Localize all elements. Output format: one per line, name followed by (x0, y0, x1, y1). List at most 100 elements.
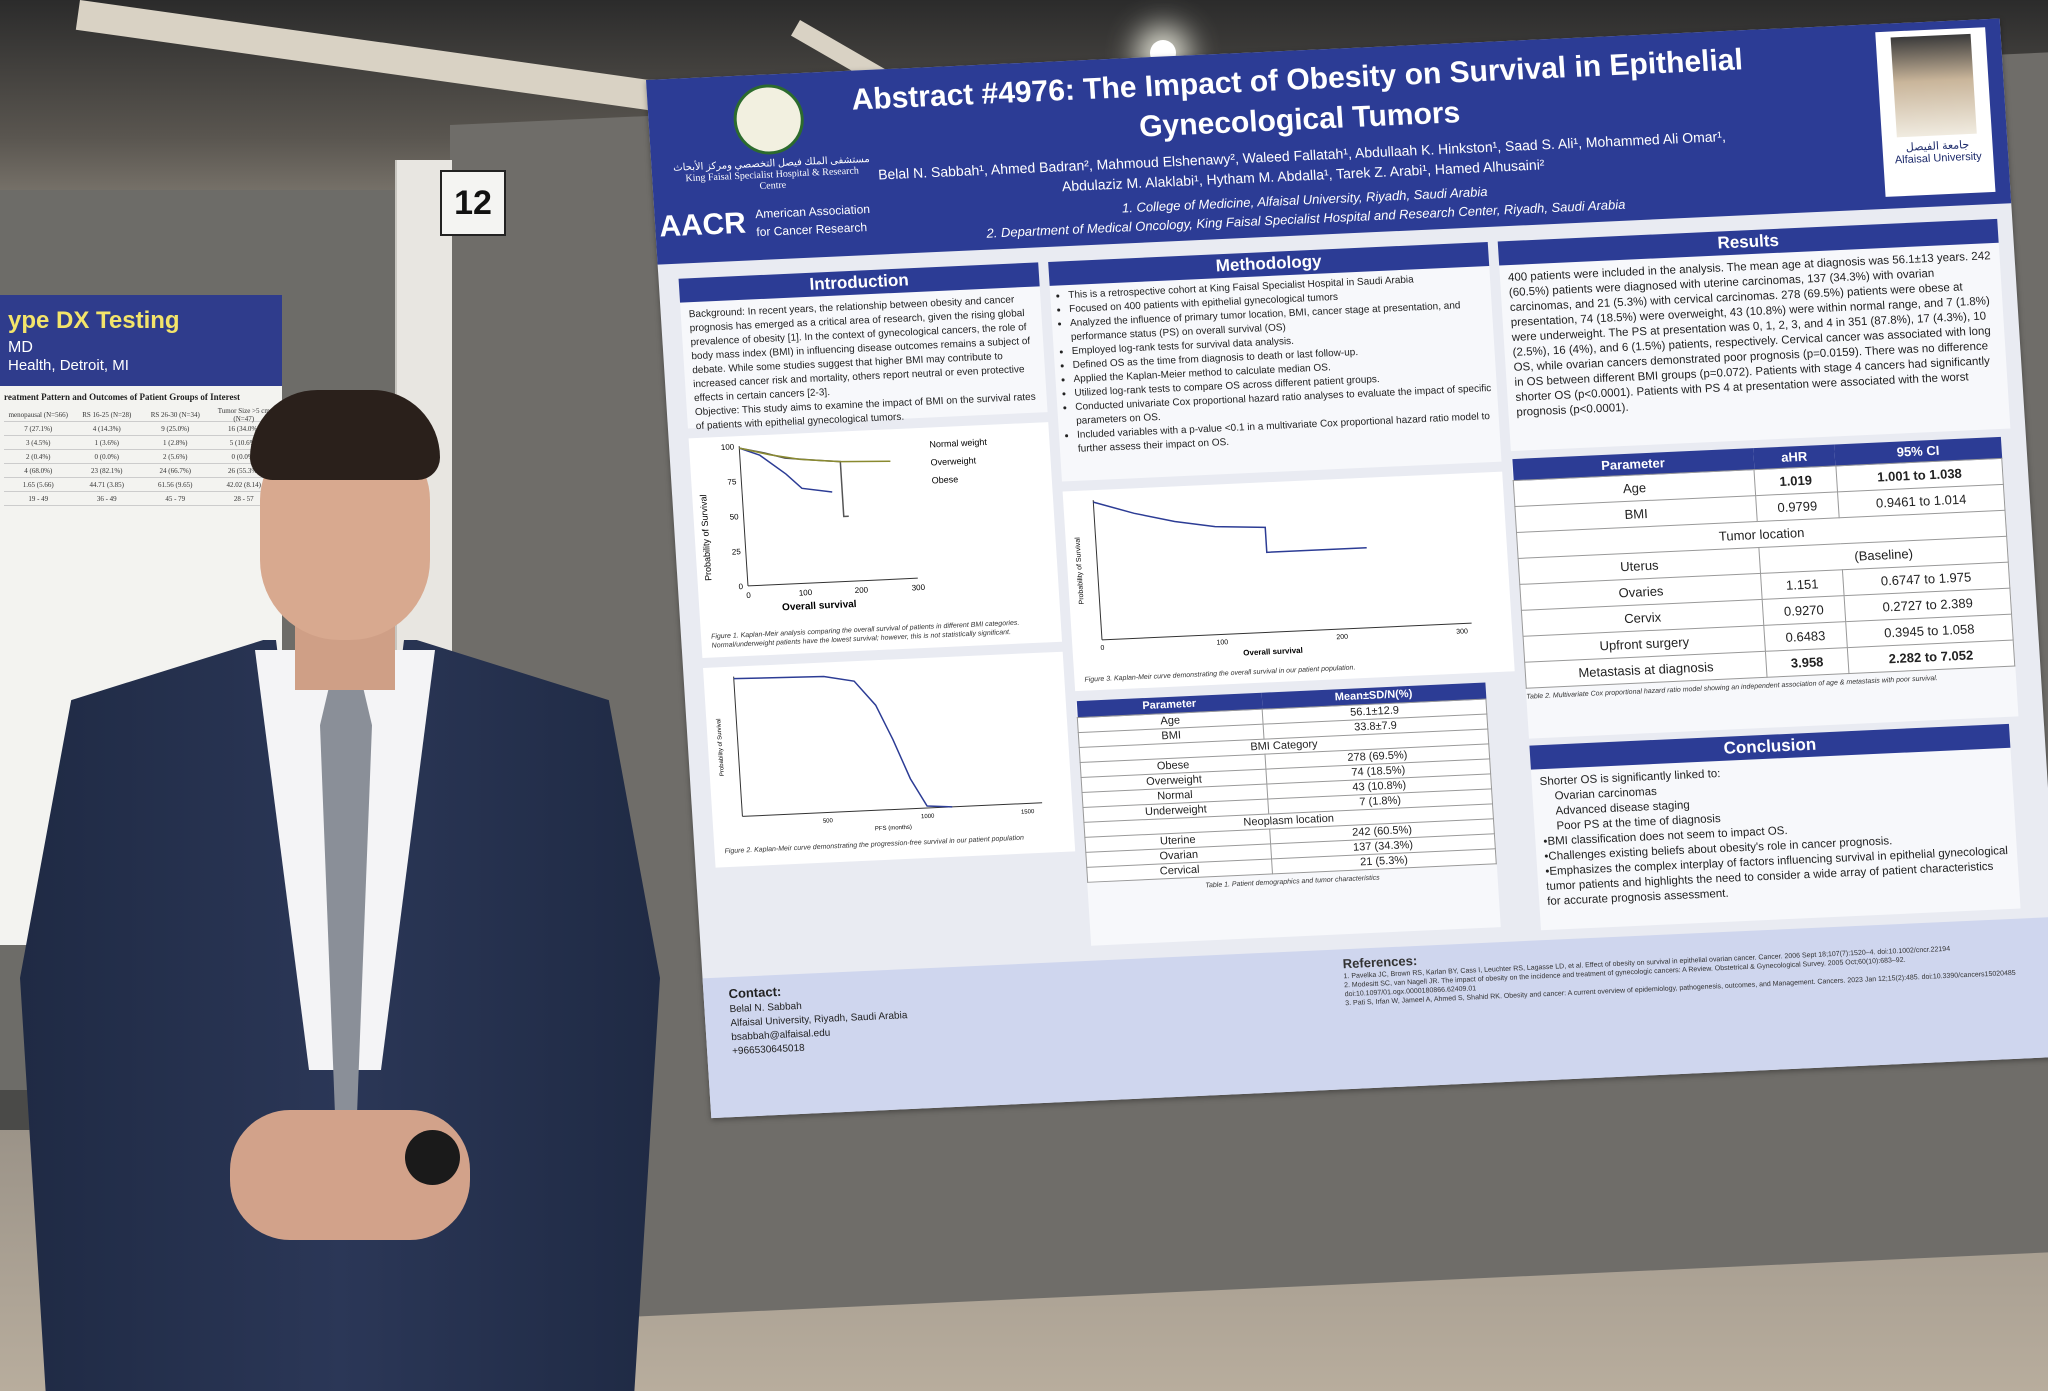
table-cell: 61.56 (9.65) (158, 480, 193, 489)
table-cell: 5 (10.6%) (229, 438, 258, 447)
aacr-text1: American Association (754, 201, 871, 222)
left-poster-table-title: reatment Pattern and Outcomes of Patient… (4, 392, 240, 402)
left-poster-table: menopausal (N=566) RS 16-25 (N=28) RS 26… (0, 406, 282, 506)
x-tick: 200 (854, 585, 868, 595)
figure-3-xlabel: Overall survival (1243, 646, 1303, 658)
x-tick: 0 (746, 591, 752, 600)
x-tick: 1500 (1021, 809, 1035, 816)
figure-3: Probability of Survival 0 100 200 300 Ov… (1062, 471, 1515, 692)
table-row: 7 (27.1%) 4 (14.3%) 9 (25.0%) 16 (34.0%) (4, 422, 278, 436)
y-tick: 50 (729, 512, 739, 521)
table-cell: 7 (27.1%) (24, 424, 53, 433)
figure-2: Probability of Survival 500 1000 1500 PF… (703, 651, 1076, 868)
table-cell: 0.6483 (1763, 621, 1848, 652)
conclusion-section: Conclusion Shorter OS is significantly l… (1529, 723, 2021, 931)
table-cell: 1.019 (1754, 465, 1838, 496)
figure-3-ylabel: Probability of Survival (1074, 537, 1085, 605)
introduction-body: Background: In recent years, the relatio… (680, 286, 1048, 440)
introduction-section: Introduction Background: In recent years… (678, 262, 1048, 432)
x-tick: 300 (1456, 628, 1468, 636)
table-row: 1.65 (5.66) 44.71 (3.85) 61.56 (9.65) 42.02… (4, 478, 278, 492)
booth-number: 12 (440, 170, 506, 236)
obese-curve (739, 447, 891, 463)
y-axis (733, 676, 743, 817)
table-cell: 2 (0.4%) (26, 452, 51, 461)
figure-2-chart: Probability of Survival 500 1000 1500 PF… (716, 675, 1043, 833)
methodology-list: This is a retrospective cohort at King F… (1050, 270, 1500, 458)
table-cell: 0.9270 (1762, 595, 1846, 626)
aacr-logo: AACR American Association for Cancer Rese… (658, 200, 871, 246)
left-poster-line2: Health, Detroit, MI (8, 357, 129, 374)
table-cell: 4 (68.0%) (24, 466, 53, 475)
aacr-mark: AACR (658, 206, 747, 244)
alfaisal-logo: جامعة الفيصل Alfaisal University (1875, 27, 1996, 197)
y-axis (1092, 500, 1103, 640)
table-cell: 44.71 (3.85) (89, 480, 124, 489)
table-cell: 45 - 79 (165, 494, 186, 503)
results-section: Results 400 patients were included in th… (1497, 218, 2011, 452)
demographics-table: Parameter Mean±SD/N(%) Age 56.1±12.9 BMI 33… (1076, 682, 1497, 883)
figure-2-xlabel: PFS (months) (875, 825, 912, 833)
x-tick: 100 (799, 588, 813, 598)
table-header: RS 16-25 (N=28) (82, 410, 132, 419)
figure-1: Probability of Survival 0 25 50 75 100 0… (688, 422, 1063, 659)
figure-3-chart: Probability of Survival 0 100 200 300 Ov… (1074, 500, 1472, 658)
legend-item: Obese (931, 474, 958, 485)
table-2: Parameter aHR 95% CI Age 1.019 1.001 to 1.03… (1511, 436, 2019, 739)
table-cell: 3 (4.5%) (26, 438, 51, 447)
x-tick: 0 (1100, 645, 1104, 652)
left-poster-title: ype DX Testing (8, 307, 180, 334)
figure-1-xlabel: Overall survival (782, 599, 857, 613)
presenter-person (20, 390, 660, 1391)
table-cell: 1 (3.6%) (94, 438, 120, 447)
x-axis (742, 802, 1043, 817)
table-cell: 1.65 (5.66) (22, 480, 54, 489)
x-tick: 500 (823, 818, 834, 824)
legend-item: Overweight (930, 455, 977, 467)
y-axis (738, 446, 749, 586)
table-cell: 2 (5.6%) (163, 452, 188, 461)
normal-weight-curve (739, 447, 833, 493)
table-cell: 4 (14.3%) (92, 424, 121, 433)
left-poster-line1: MD (8, 339, 33, 356)
wristwatch-icon (405, 1130, 460, 1185)
os-curve (1093, 501, 1367, 554)
legend-item: Normal weight (929, 437, 988, 450)
table-cell: 16 (34.0%) (228, 424, 260, 433)
pfs-curve (733, 675, 953, 808)
table-header: Tumor Size >5 cm (N=47) (217, 406, 270, 423)
figure-1-chart: Probability of Survival 0 25 50 75 100 0… (698, 437, 988, 613)
table-cell: 23 (82.1%) (91, 466, 123, 475)
x-axis (747, 577, 918, 587)
table-header: RS 26-30 (N=34) (150, 410, 200, 419)
table-cell: 1 (2.8%) (163, 438, 188, 447)
table-1: Parameter Mean±SD/N(%) Age 56.1±12.9 BMI 33… (1075, 682, 1501, 946)
kfshrc-logo: مستشفى الملك فيصل التخصصي ومركز الأبحاث … (667, 80, 874, 196)
table-cell: 42.02 (8.14) (226, 480, 261, 489)
x-tick: 200 (1336, 634, 1348, 642)
table-cell: 0 (0.0%) (94, 452, 120, 461)
y-tick: 100 (721, 442, 735, 452)
table-cell: 3.958 (1765, 647, 1849, 678)
left-poster-header: ype DX Testing MD Health, Detroit, MI (0, 295, 282, 386)
contact-block: Contact: Belal N. Sabbah Alfaisal Univer… (728, 979, 909, 1059)
table-header-row: menopausal (N=566) RS 16-25 (N=28) RS 26… (4, 406, 278, 423)
introduction-background: Background: In recent years, the relatio… (688, 294, 1031, 405)
cox-model-table: Parameter aHR 95% CI Age 1.019 1.001 to 1.03… (1511, 436, 2015, 689)
table-cell: 36 - 49 (96, 494, 117, 503)
figure-2-ylabel: Probability of Survival (716, 718, 726, 776)
aacr-text2: for Cancer Research (755, 220, 868, 240)
research-poster: مستشفى الملك فيصل التخصصي ومركز الأبحاث … (646, 18, 2048, 1119)
conclusion-body: Shorter OS is significantly linked to: O… (1531, 748, 2020, 917)
figure-1-ylabel: Probability of Survival (698, 494, 713, 581)
table-cell: 9 (25.0%) (161, 424, 190, 433)
table-cell: 26 (55.3%) (228, 466, 260, 475)
table-cell: 28 - 57 (233, 494, 254, 503)
palm-seal-icon (731, 82, 806, 156)
methodology-section: Methodology This is a retrospective coho… (1048, 241, 1502, 482)
portrait-image (1890, 33, 1977, 138)
table-cell: 19 - 49 (28, 494, 49, 503)
table-row: 2 (0.4%) 0 (0.0%) 2 (5.6%) 0 (0.0%) (4, 450, 278, 464)
hair (250, 390, 440, 480)
